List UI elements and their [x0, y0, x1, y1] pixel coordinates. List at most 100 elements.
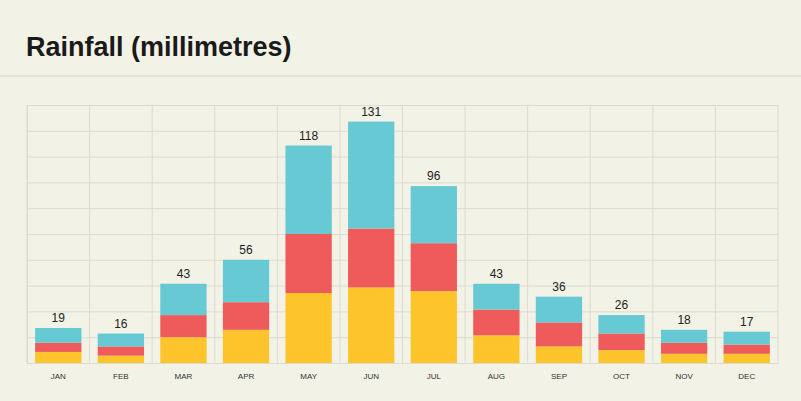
total-label: 43: [490, 267, 504, 281]
x-tick-label: JUL: [427, 372, 442, 381]
bars: [35, 122, 770, 363]
x-tick-label: DEC: [738, 372, 755, 381]
total-label: 19: [52, 311, 66, 325]
bar-segment: [348, 287, 394, 363]
bar-segment: [536, 346, 582, 363]
y-axis-line: [28, 106, 779, 364]
total-label: 36: [552, 280, 566, 294]
bar-segment: [98, 346, 144, 355]
total-label: 26: [615, 298, 629, 312]
bar-segment: [285, 293, 331, 363]
v-grid-line: [527, 105, 528, 363]
v-grid-line: [152, 105, 153, 363]
x-tick: JUL: [427, 363, 442, 381]
x-tick-label: APR: [238, 372, 255, 381]
bar-segment: [411, 243, 457, 291]
background: [0, 0, 801, 401]
x-tick: FEB: [113, 363, 129, 381]
x-tick: MAY: [300, 363, 317, 381]
x-tick: NOV: [675, 363, 693, 381]
bar-segment: [724, 354, 770, 363]
bar-segment: [223, 330, 269, 363]
bar-segment: [598, 350, 644, 363]
x-tick: DEC: [738, 363, 755, 381]
y-tick: [27, 363, 778, 364]
total-label: 16: [114, 317, 128, 331]
bar-segment: [598, 334, 644, 351]
x-tick-label: MAR: [175, 372, 193, 381]
x-tick: JUN: [363, 363, 379, 381]
v-grid-line: [277, 105, 278, 363]
bar-segment: [411, 186, 457, 243]
x-tick: MAR: [175, 363, 193, 381]
v-grid-line: [27, 105, 28, 363]
bar-segment: [473, 335, 519, 363]
x-tick: AUG: [488, 363, 505, 381]
bar-segment: [536, 322, 582, 346]
bar-segment: [98, 334, 144, 347]
total-label: 96: [427, 169, 441, 183]
bar-segment: [285, 146, 331, 234]
series: [35, 228, 770, 355]
bar-segment: [661, 330, 707, 343]
total-label: 43: [177, 267, 191, 281]
bar-segment: [160, 284, 206, 315]
total-label: 17: [740, 315, 754, 329]
x-axis: JAN FEB MAR APR MAY JUN JUL AUG SEP OCT NOV DEC: [28, 363, 779, 381]
bar-segment: [98, 356, 144, 363]
x-tick-label: MAY: [300, 372, 317, 381]
v-grid-line: [339, 105, 340, 363]
bar-segment: [724, 345, 770, 354]
bar-segment: [661, 343, 707, 354]
v-grid: [27, 105, 778, 363]
bar-segment: [411, 291, 457, 363]
bar-segment: [223, 260, 269, 302]
x-tick-label: SEP: [551, 372, 567, 381]
title: Rainfall (millimetres): [26, 32, 292, 62]
v-grid-line: [590, 105, 591, 363]
x-tick: APR: [238, 363, 255, 381]
total-label: 18: [677, 313, 691, 327]
bar-segment: [661, 354, 707, 363]
x-tick-label: JUN: [363, 372, 379, 381]
x-tick: JAN: [51, 363, 66, 381]
v-grid-line: [89, 105, 90, 363]
bar-segment: [35, 343, 81, 352]
total-labels: 19 16 43 56 118 131 96 43 36 26 18 17: [52, 105, 754, 331]
x-tick-label: AUG: [488, 372, 505, 381]
bar-segment: [598, 315, 644, 333]
bar-segment: [473, 284, 519, 310]
x-tick-label: JAN: [51, 372, 66, 381]
y-axis: [27, 106, 778, 364]
bar-segment: [348, 122, 394, 229]
grid-line: [27, 363, 778, 364]
bar-segment: [724, 332, 770, 345]
x-tick: SEP: [551, 363, 567, 381]
plot: 19 16 43 56 118 131 96 43 36 26 18 17 JAN FEB MAR APR MA…: [27, 105, 779, 381]
v-grid-line: [778, 105, 779, 363]
total-label: 131: [361, 105, 381, 119]
v-grid-line: [465, 105, 466, 363]
bar-segment: [35, 328, 81, 343]
bar-segment: [223, 302, 269, 330]
v-grid-line: [652, 105, 653, 363]
bar-segment: [160, 337, 206, 363]
title-rule: [0, 76, 801, 77]
x-tick-label: NOV: [675, 372, 693, 381]
bar-segment: [35, 352, 81, 363]
bar-segment: [285, 234, 331, 293]
chart: Rainfall (millimetres) 19 16 43 56 118 131 96 43…: [0, 0, 801, 401]
bar-segment: [348, 228, 394, 287]
x-tick-label: FEB: [113, 372, 129, 381]
x-tick: OCT: [613, 363, 630, 381]
bar-segment: [473, 310, 519, 336]
v-grid-line: [715, 105, 716, 363]
total-label: 56: [239, 243, 253, 257]
total-label: 118: [299, 129, 318, 143]
bar-segment: [160, 315, 206, 337]
v-grid-line: [214, 105, 215, 363]
v-grid-line: [402, 105, 403, 363]
bar-segment: [536, 297, 582, 323]
x-axis-line: [28, 363, 779, 364]
series: [35, 287, 770, 363]
